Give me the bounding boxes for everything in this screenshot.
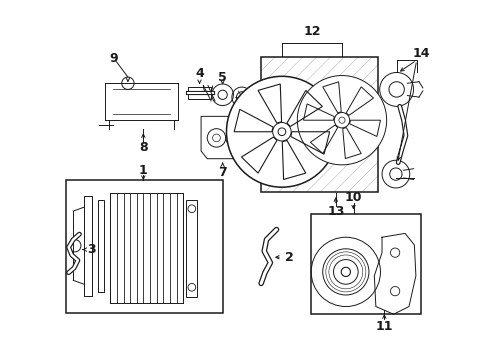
Text: 10: 10 — [345, 191, 362, 204]
Text: 1: 1 — [139, 164, 147, 177]
Bar — [187, 199, 197, 297]
Text: 11: 11 — [376, 320, 393, 333]
Bar — [66, 180, 223, 313]
Circle shape — [226, 76, 337, 187]
Text: 13: 13 — [327, 204, 344, 217]
Circle shape — [297, 76, 387, 165]
Text: 7: 7 — [218, 166, 227, 179]
Text: 3: 3 — [87, 243, 96, 256]
Text: 2: 2 — [285, 251, 294, 264]
Text: 5: 5 — [218, 71, 227, 84]
Text: 4: 4 — [195, 67, 204, 81]
Text: 14: 14 — [413, 48, 430, 60]
Bar — [261, 57, 378, 192]
Bar — [311, 214, 420, 314]
Bar — [98, 199, 104, 292]
Text: 8: 8 — [139, 141, 147, 154]
Text: 9: 9 — [110, 52, 119, 65]
Bar — [84, 195, 92, 296]
Text: 6: 6 — [258, 91, 266, 104]
Bar — [188, 87, 211, 99]
Text: 12: 12 — [303, 25, 320, 38]
